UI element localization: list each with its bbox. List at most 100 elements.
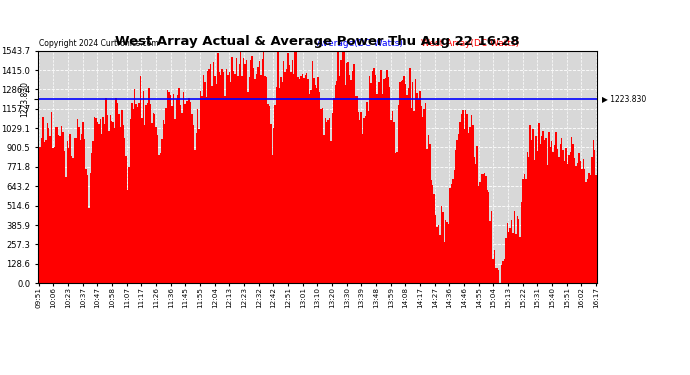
Bar <box>179 88 180 283</box>
Bar <box>150 104 151 283</box>
Bar <box>452 178 453 283</box>
Bar <box>369 76 371 283</box>
Bar <box>348 62 349 283</box>
Bar <box>505 238 506 283</box>
Bar <box>216 84 217 283</box>
Bar <box>296 51 297 283</box>
Bar <box>422 117 424 283</box>
Bar <box>489 220 491 283</box>
Bar <box>477 146 478 283</box>
Bar <box>134 89 135 283</box>
Bar <box>137 107 138 283</box>
Bar <box>154 114 155 283</box>
Bar <box>405 84 406 283</box>
Bar <box>157 135 158 283</box>
Bar <box>504 260 505 283</box>
Bar <box>571 137 573 283</box>
Bar <box>110 116 111 283</box>
Bar <box>568 155 570 283</box>
Bar <box>578 153 580 283</box>
Bar <box>98 124 99 283</box>
Bar <box>534 160 535 283</box>
Bar <box>130 119 131 283</box>
Bar <box>428 135 429 283</box>
Bar <box>211 86 213 283</box>
Bar <box>518 219 520 283</box>
Bar <box>558 157 560 283</box>
Bar <box>565 148 566 283</box>
Bar <box>591 157 593 283</box>
Bar <box>42 117 43 283</box>
Bar <box>461 114 462 283</box>
Bar <box>400 81 402 283</box>
Bar <box>492 260 493 283</box>
Bar <box>99 119 101 283</box>
Bar <box>382 94 384 283</box>
Bar <box>170 96 171 283</box>
Bar <box>546 165 548 283</box>
Bar <box>243 58 244 283</box>
Bar <box>441 206 442 283</box>
Bar <box>557 149 558 283</box>
Bar <box>143 91 144 283</box>
Bar <box>531 140 533 283</box>
Bar <box>486 190 488 283</box>
Bar <box>444 242 445 283</box>
Bar <box>386 69 388 283</box>
Bar <box>417 99 419 283</box>
Bar <box>236 58 237 283</box>
Bar <box>448 224 449 283</box>
Bar <box>521 202 522 283</box>
Bar <box>293 74 295 283</box>
Bar <box>388 77 389 283</box>
Bar <box>512 233 514 283</box>
Bar <box>416 93 417 283</box>
Bar <box>282 82 283 283</box>
Bar <box>406 95 408 283</box>
Bar <box>402 80 404 283</box>
Bar <box>573 144 574 283</box>
Bar <box>365 116 366 283</box>
Bar <box>224 96 226 283</box>
Bar <box>92 141 94 283</box>
Bar <box>158 155 160 283</box>
Bar <box>38 137 39 283</box>
Bar <box>337 51 339 283</box>
Bar <box>391 120 392 283</box>
Bar <box>72 159 74 283</box>
Bar <box>323 135 324 283</box>
Bar <box>451 184 452 283</box>
Bar <box>395 153 396 283</box>
Bar <box>248 77 250 283</box>
Bar <box>135 104 137 283</box>
Bar <box>446 222 448 283</box>
Bar <box>593 140 594 283</box>
Bar <box>493 250 495 283</box>
Bar <box>213 62 214 283</box>
Bar <box>551 141 553 283</box>
Bar <box>208 69 210 283</box>
Bar <box>462 110 464 283</box>
Bar <box>412 82 413 283</box>
Bar <box>52 148 54 283</box>
Bar <box>227 75 228 283</box>
Bar <box>126 156 127 283</box>
Bar <box>97 122 98 283</box>
Bar <box>121 110 123 283</box>
Bar <box>247 92 248 283</box>
Bar <box>186 101 187 283</box>
Bar <box>475 164 477 283</box>
Bar <box>409 68 411 283</box>
Bar <box>525 179 526 283</box>
Bar <box>524 174 525 283</box>
Bar <box>81 134 82 283</box>
Bar <box>39 147 41 283</box>
Bar <box>404 75 405 283</box>
Bar <box>86 169 87 283</box>
Bar <box>456 140 458 283</box>
Bar <box>235 74 236 283</box>
Bar <box>562 150 564 283</box>
Bar <box>413 111 415 283</box>
Bar <box>541 136 542 283</box>
Bar <box>290 72 292 283</box>
